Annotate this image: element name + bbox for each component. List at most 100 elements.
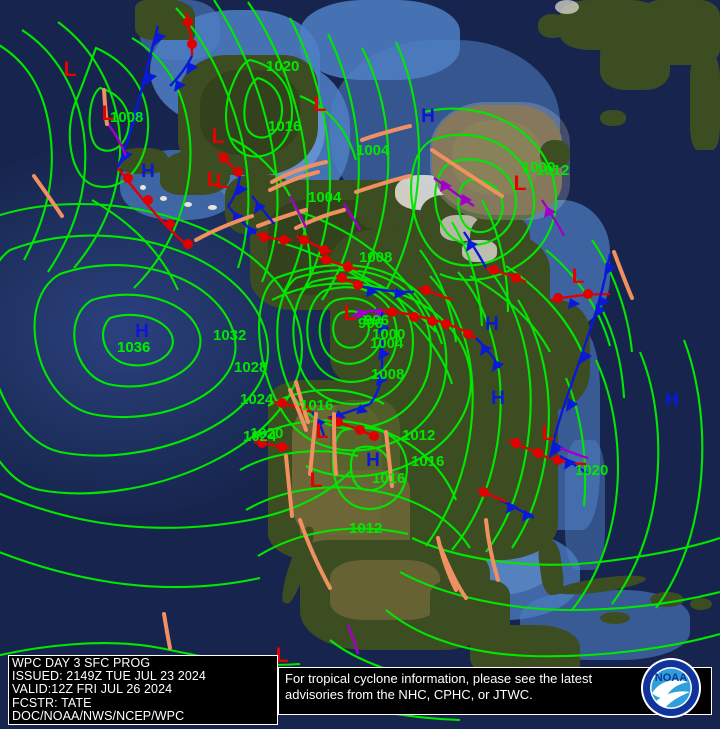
front-cold-gulf-of-alaska xyxy=(227,175,248,207)
front-warm-great-lakes xyxy=(433,318,477,339)
trough-baja xyxy=(298,518,332,590)
front-cold-kamchatka xyxy=(169,55,198,92)
isobar-label: 1008 xyxy=(371,366,404,383)
low-pressure-center: L xyxy=(316,420,329,443)
front-occluded-alaska-coast xyxy=(288,195,308,229)
trough-central-canada xyxy=(360,124,412,142)
trough-alaska-2 xyxy=(256,208,308,228)
noaa-logo-text: NOAA xyxy=(655,672,687,684)
front-warm-bering-east xyxy=(317,255,359,272)
front-cold-northwest-pacific xyxy=(116,25,166,169)
front-warm-labrador-sea xyxy=(485,265,527,284)
isobar-label: 1012 xyxy=(349,520,382,537)
trough-northern-rockies xyxy=(288,388,308,432)
isobar-label: 1008 xyxy=(359,249,392,266)
trough-east-pacific-south xyxy=(162,612,172,650)
isobar-set-atlantic xyxy=(565,339,704,611)
trough-greenland xyxy=(430,148,504,198)
trough-great-basin xyxy=(332,412,338,476)
trough-alaska-interior xyxy=(270,160,328,184)
high-pressure-center: H xyxy=(421,106,435,127)
low-pressure-center: L xyxy=(102,102,115,125)
tc-notice-line2: advisories from the NHC, CPHC, or JTWC. xyxy=(285,687,533,702)
front-cold-quebec xyxy=(559,454,589,475)
isobar-label: 1024 xyxy=(240,391,274,408)
low-pressure-center: L xyxy=(64,58,77,81)
isobar-label: 1020 xyxy=(250,425,283,442)
low-pressure-center: L xyxy=(276,644,289,667)
low-pressure-center: L xyxy=(310,469,323,492)
isobar-label: 1036 xyxy=(117,339,150,356)
trough-bering xyxy=(194,214,254,242)
pressure-center-value: 1016 xyxy=(372,470,405,487)
noaa-logo: NOAA xyxy=(641,658,701,718)
front-warm-canada-east xyxy=(507,438,549,460)
pressure-center-value: 1008 xyxy=(110,109,143,126)
pressure-center-value: 1036 xyxy=(117,339,150,356)
high-pressure-center: H xyxy=(485,314,499,335)
front-cold-atlantic-east xyxy=(548,253,616,459)
front-warm-british-columbia xyxy=(295,234,333,255)
trough-mexico-west xyxy=(436,536,458,592)
front-occluded-greenland xyxy=(433,177,475,207)
trough-sierra xyxy=(284,454,294,518)
high-pressure-center: H xyxy=(141,161,155,182)
front-cold-alaska-north xyxy=(251,195,275,225)
product-info-legend: WPC DAY 3 SFC PROG ISSUED: 2149Z TUE JUL… xyxy=(8,655,278,725)
high-pressure-center: H xyxy=(491,388,505,409)
trough-gulf-mexico xyxy=(438,544,468,600)
low-pressure-center: L xyxy=(514,172,527,195)
low-pressure-center: L xyxy=(542,422,555,445)
front-warm-kamchatka xyxy=(183,11,197,57)
isobar-set-northwest-pacific xyxy=(0,21,192,291)
pressure-center-value: 996 xyxy=(358,315,383,332)
isobar-labels: 1036103210281024102410201020102010161016… xyxy=(117,58,608,537)
isobar-set-alaska-bering xyxy=(175,0,360,301)
high-pressure-center: H xyxy=(665,390,679,411)
trough-atlantic-north xyxy=(612,250,634,300)
front-warm-northwest-pacific xyxy=(117,167,193,249)
isobar-label: 1004 xyxy=(356,142,390,159)
front-cold-nunavut xyxy=(359,284,415,299)
isobar-set-pacific-high xyxy=(0,203,353,666)
isobar-label: 1020 xyxy=(575,462,608,479)
product-title: WPC DAY 3 SFC PROG xyxy=(12,656,151,670)
front-warm-nunavut xyxy=(335,273,363,290)
trough-rockies xyxy=(308,412,318,476)
trough-bc-coast xyxy=(294,380,310,424)
front-warm-gulf-of-alaska xyxy=(217,151,243,177)
isobar-label: 1000 xyxy=(372,326,405,343)
trough-bering-low xyxy=(354,174,412,194)
isobar-set-central-low xyxy=(258,263,550,553)
isobar-label: 1012 xyxy=(402,427,435,444)
low-pressure-center: L xyxy=(314,93,327,116)
front-cold-davis-strait xyxy=(463,231,488,269)
trough-east-pacific-north xyxy=(32,174,64,218)
product-forecaster: FCSTR: TATE xyxy=(12,695,92,710)
trough-yukon xyxy=(294,208,346,230)
low-pressure-center: L xyxy=(344,302,357,325)
low-pressure-center: L xyxy=(207,168,220,191)
isobar-label: 1016 xyxy=(268,118,301,135)
low-pressure-center: L xyxy=(572,265,585,288)
high-pressure-center: H xyxy=(366,450,380,471)
front-cold-great-lakes xyxy=(475,337,504,372)
high-pressure-center: H xyxy=(135,321,149,342)
low-pressure-center: L xyxy=(212,125,225,148)
trough-alaska-1 xyxy=(268,170,320,192)
low-pressure-center: L xyxy=(216,170,229,193)
isobar-label: 1028 xyxy=(234,359,267,376)
isobar-label: 1020 xyxy=(266,58,299,75)
product-valid: VALID:12Z FRI JUL 26 2024 xyxy=(12,682,173,697)
product-agency: DOC/NOAA/NWS/NCEP/WPC xyxy=(12,708,185,723)
isobar-label: 1012 xyxy=(536,162,569,179)
front-warm-hudson-bay xyxy=(417,285,453,302)
tropical-cyclone-notice: For tropical cyclone information, please… xyxy=(278,667,712,715)
isobar-label: 1024 xyxy=(243,428,277,445)
isobar-label: 1004 xyxy=(308,189,342,206)
front-warm-central-low xyxy=(381,307,437,326)
front-stationary-atlantic-north xyxy=(549,289,611,309)
